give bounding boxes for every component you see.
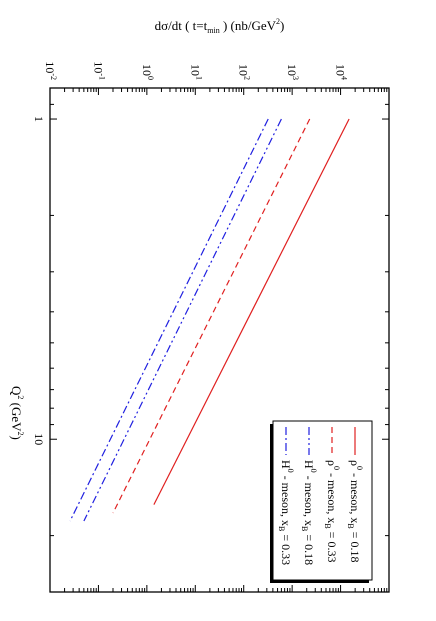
- x-tick-label: 10: [32, 433, 46, 445]
- y-axis-label: dσ/dt ( t=tmin ) (nb/GeV2): [155, 17, 285, 35]
- legend-label-4: H0 - meson, xB = 0.33: [277, 460, 295, 565]
- plot-axes: [49, 87, 390, 593]
- series-line-3: [83, 118, 282, 522]
- y-tick-label: 10-2: [43, 61, 58, 80]
- legend-label-2: ρ0 - meson, xB = 0.33: [323, 460, 341, 562]
- y-tick-label: 10-1: [91, 61, 106, 80]
- series-line-4: [69, 118, 269, 522]
- legend-box: [272, 420, 373, 581]
- y-tick-label: 104: [334, 64, 349, 80]
- chart-rotated-group: 1 10 104 103 102 101 100 10-1 10-2 ρ0 - meson, x…: [9, 17, 390, 593]
- series-lines: [69, 118, 350, 522]
- legend-label-1: ρ0 - meson, xB = 0.18: [346, 460, 364, 562]
- legend-label-3: H0 - meson, xB = 0.18: [300, 460, 318, 565]
- plot-frame: [49, 87, 390, 593]
- axis-ticks: 1 10 104 103 102 101 100 10-1 10-2: [32, 61, 390, 593]
- legend: ρ0 - meson, xB = 0.18 ρ0 - meson, xB = 0.…: [270, 420, 373, 583]
- series-line-1: [153, 118, 350, 505]
- series-line-2: [112, 118, 311, 514]
- y-tick-label: 102: [237, 64, 252, 80]
- y-tick-label: 101: [188, 64, 203, 80]
- x-tick-label: 1: [32, 116, 46, 122]
- y-tick-label: 103: [285, 64, 300, 80]
- y-tick-label: 100: [140, 64, 155, 80]
- x-axis-label: Q2 (GeV2): [9, 386, 25, 440]
